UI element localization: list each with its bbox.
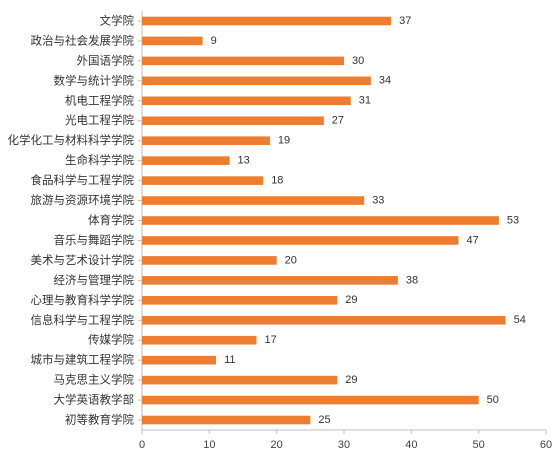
category-label: 信息科学与工程学院 [31, 313, 135, 327]
data-label: 27 [332, 115, 344, 127]
data-label: 29 [345, 294, 357, 306]
category-label: 大学英语教学部 [54, 393, 135, 407]
bar [142, 296, 338, 305]
data-label: 18 [271, 175, 283, 187]
bar [142, 36, 203, 46]
data-label: 31 [359, 95, 371, 107]
x-tick-label: 30 [338, 439, 350, 451]
x-tick-label: 20 [271, 439, 283, 451]
data-label: 13 [238, 155, 250, 167]
bar [142, 375, 338, 385]
category-label: 数学与统计学院 [54, 73, 135, 87]
category-label: 化学化工与材料科学学院 [8, 133, 135, 147]
bar [142, 136, 270, 145]
x-tick-label: 40 [405, 439, 417, 451]
data-label: 11 [224, 354, 235, 366]
x-tick-label: 60 [540, 439, 552, 451]
data-label: 53 [507, 214, 519, 226]
data-label: 30 [352, 55, 364, 67]
category-label: 机电工程学院 [65, 93, 134, 107]
bar [142, 276, 398, 285]
category-label: 马克思主义学院 [54, 373, 135, 387]
data-label: 20 [285, 254, 297, 266]
bar [142, 415, 311, 425]
data-label: 37 [399, 15, 411, 27]
bar [142, 216, 499, 225]
data-label: 19 [278, 135, 290, 147]
bar [142, 56, 344, 66]
bar [142, 196, 365, 205]
category-label: 城市与建筑工程学院 [31, 353, 135, 367]
category-label: 心理与教育科学学院 [31, 293, 135, 307]
data-label: 47 [466, 234, 478, 246]
category-label: 生命科学学院 [65, 153, 134, 167]
bar [142, 16, 392, 26]
data-label: 29 [345, 374, 357, 386]
category-label: 体育学院 [88, 213, 134, 227]
category-label: 经济与管理学院 [54, 273, 135, 287]
bar [142, 335, 257, 345]
category-label: 传媒学院 [88, 333, 134, 347]
bar [142, 395, 479, 405]
bar [142, 176, 264, 185]
category-label: 音乐与舞蹈学院 [54, 233, 135, 247]
data-label: 50 [487, 394, 499, 406]
data-label: 54 [514, 314, 526, 326]
bar [142, 315, 506, 325]
category-label: 文学院 [100, 13, 135, 27]
data-label: 34 [379, 75, 391, 87]
bar [142, 256, 277, 265]
data-label: 17 [264, 334, 276, 346]
category-label: 光电工程学院 [65, 113, 134, 127]
category-label: 食品科学与工程学院 [31, 173, 135, 187]
x-tick-label: 0 [139, 439, 145, 451]
bar [142, 355, 217, 365]
x-tick-label: 50 [473, 439, 485, 451]
bar [142, 76, 371, 86]
bar [142, 116, 324, 126]
bar [142, 156, 230, 165]
category-label: 外国语学院 [77, 53, 135, 67]
data-label: 25 [318, 414, 330, 426]
category-label: 初等教育学院 [65, 413, 134, 427]
bar [142, 236, 459, 245]
x-tick-label: 10 [203, 439, 215, 451]
data-label: 9 [211, 35, 217, 47]
category-label: 政治与社会发展学院 [31, 33, 135, 47]
data-label: 33 [372, 194, 384, 206]
category-label: 美术与艺术设计学院 [31, 253, 135, 267]
bar [142, 96, 351, 106]
data-label: 38 [406, 274, 418, 286]
category-label: 旅游与资源环境学院 [31, 193, 135, 207]
